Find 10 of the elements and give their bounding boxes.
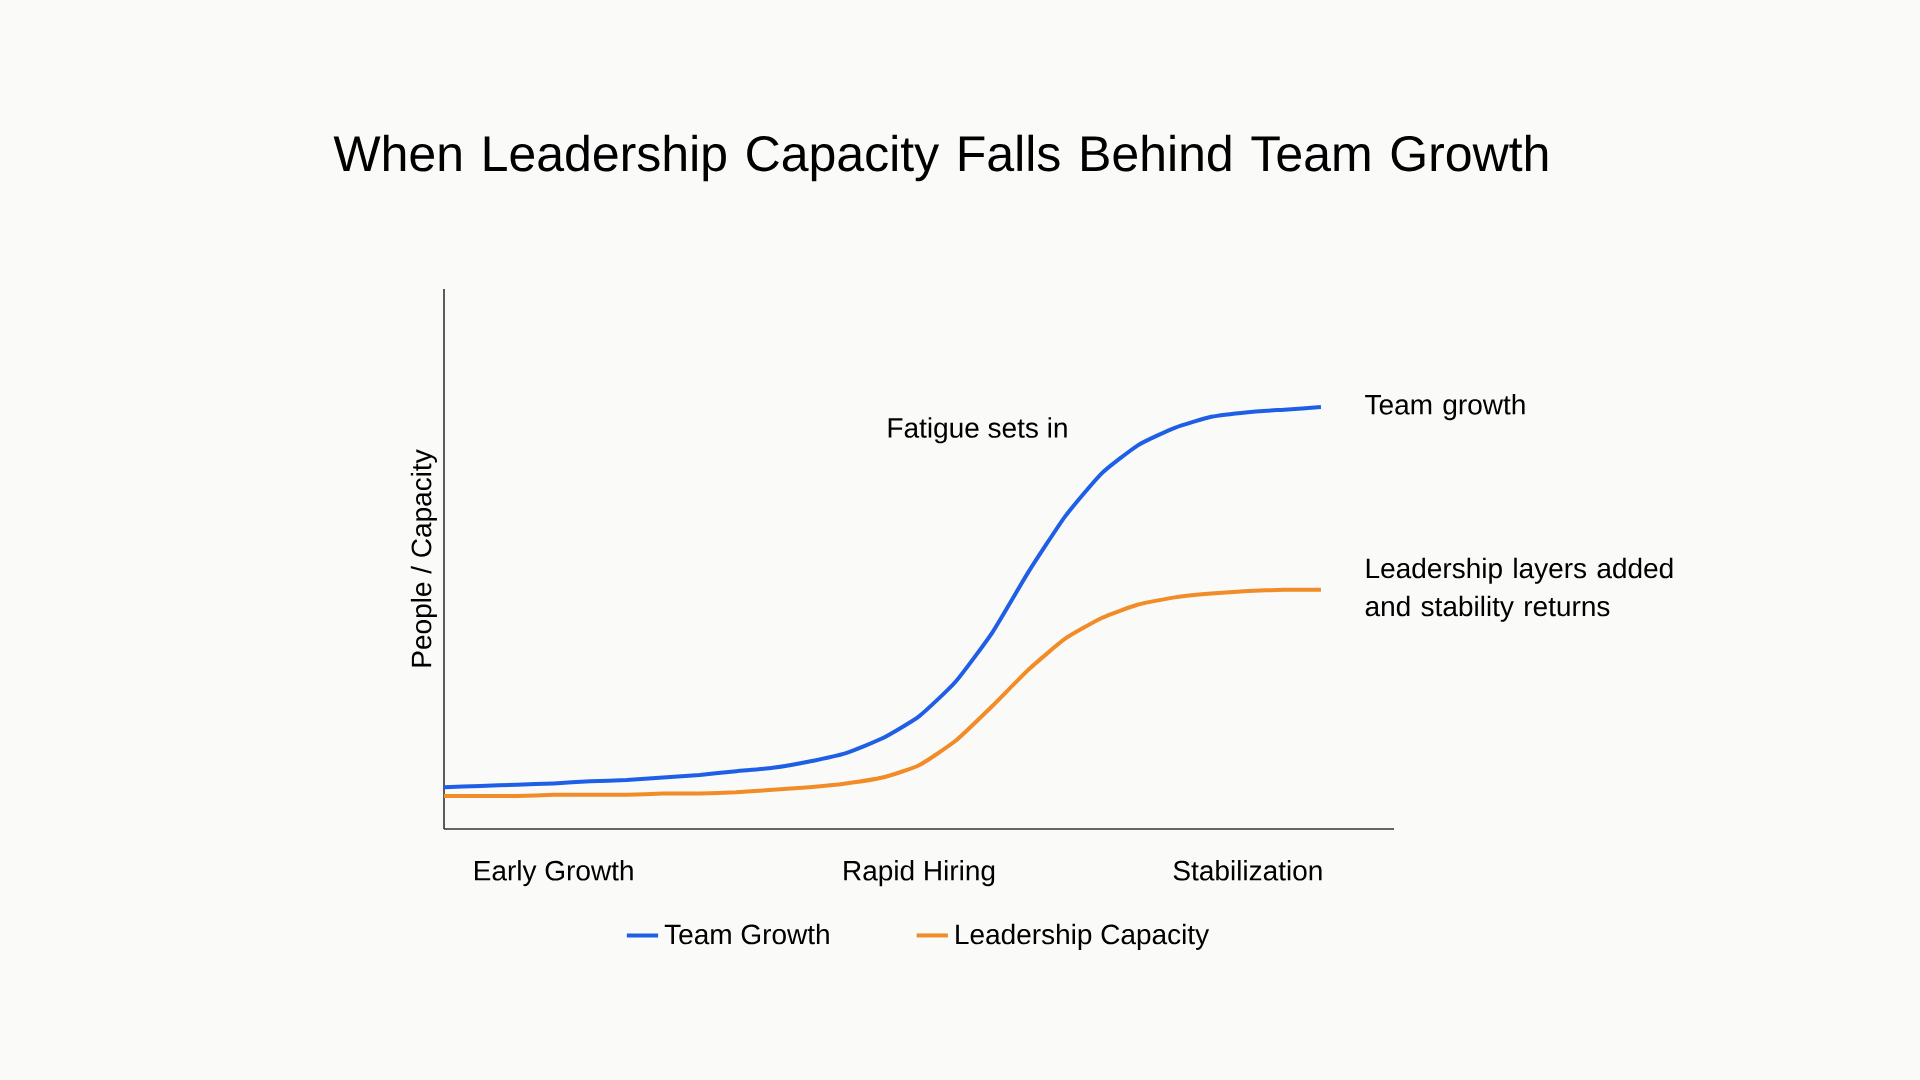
chart-title: When Leadership Capacity Falls Behind Team Growth bbox=[333, 134, 1548, 182]
y-axis-title: People / Capacity bbox=[410, 449, 437, 667]
legend-label: Leadership Capacity bbox=[956, 923, 1210, 950]
x-tick-label: Stabilization bbox=[1173, 860, 1322, 881]
annotation: Fatigue sets in bbox=[888, 417, 1067, 444]
text: Team growth bbox=[1365, 394, 1525, 421]
x-tick-label: Early Growth bbox=[475, 860, 633, 887]
x-tick-label: Rapid Hiring bbox=[844, 860, 995, 887]
text: Leadership layers added and stability returns bbox=[1365, 557, 1673, 622]
legend-label: Team Growth bbox=[664, 923, 829, 945]
